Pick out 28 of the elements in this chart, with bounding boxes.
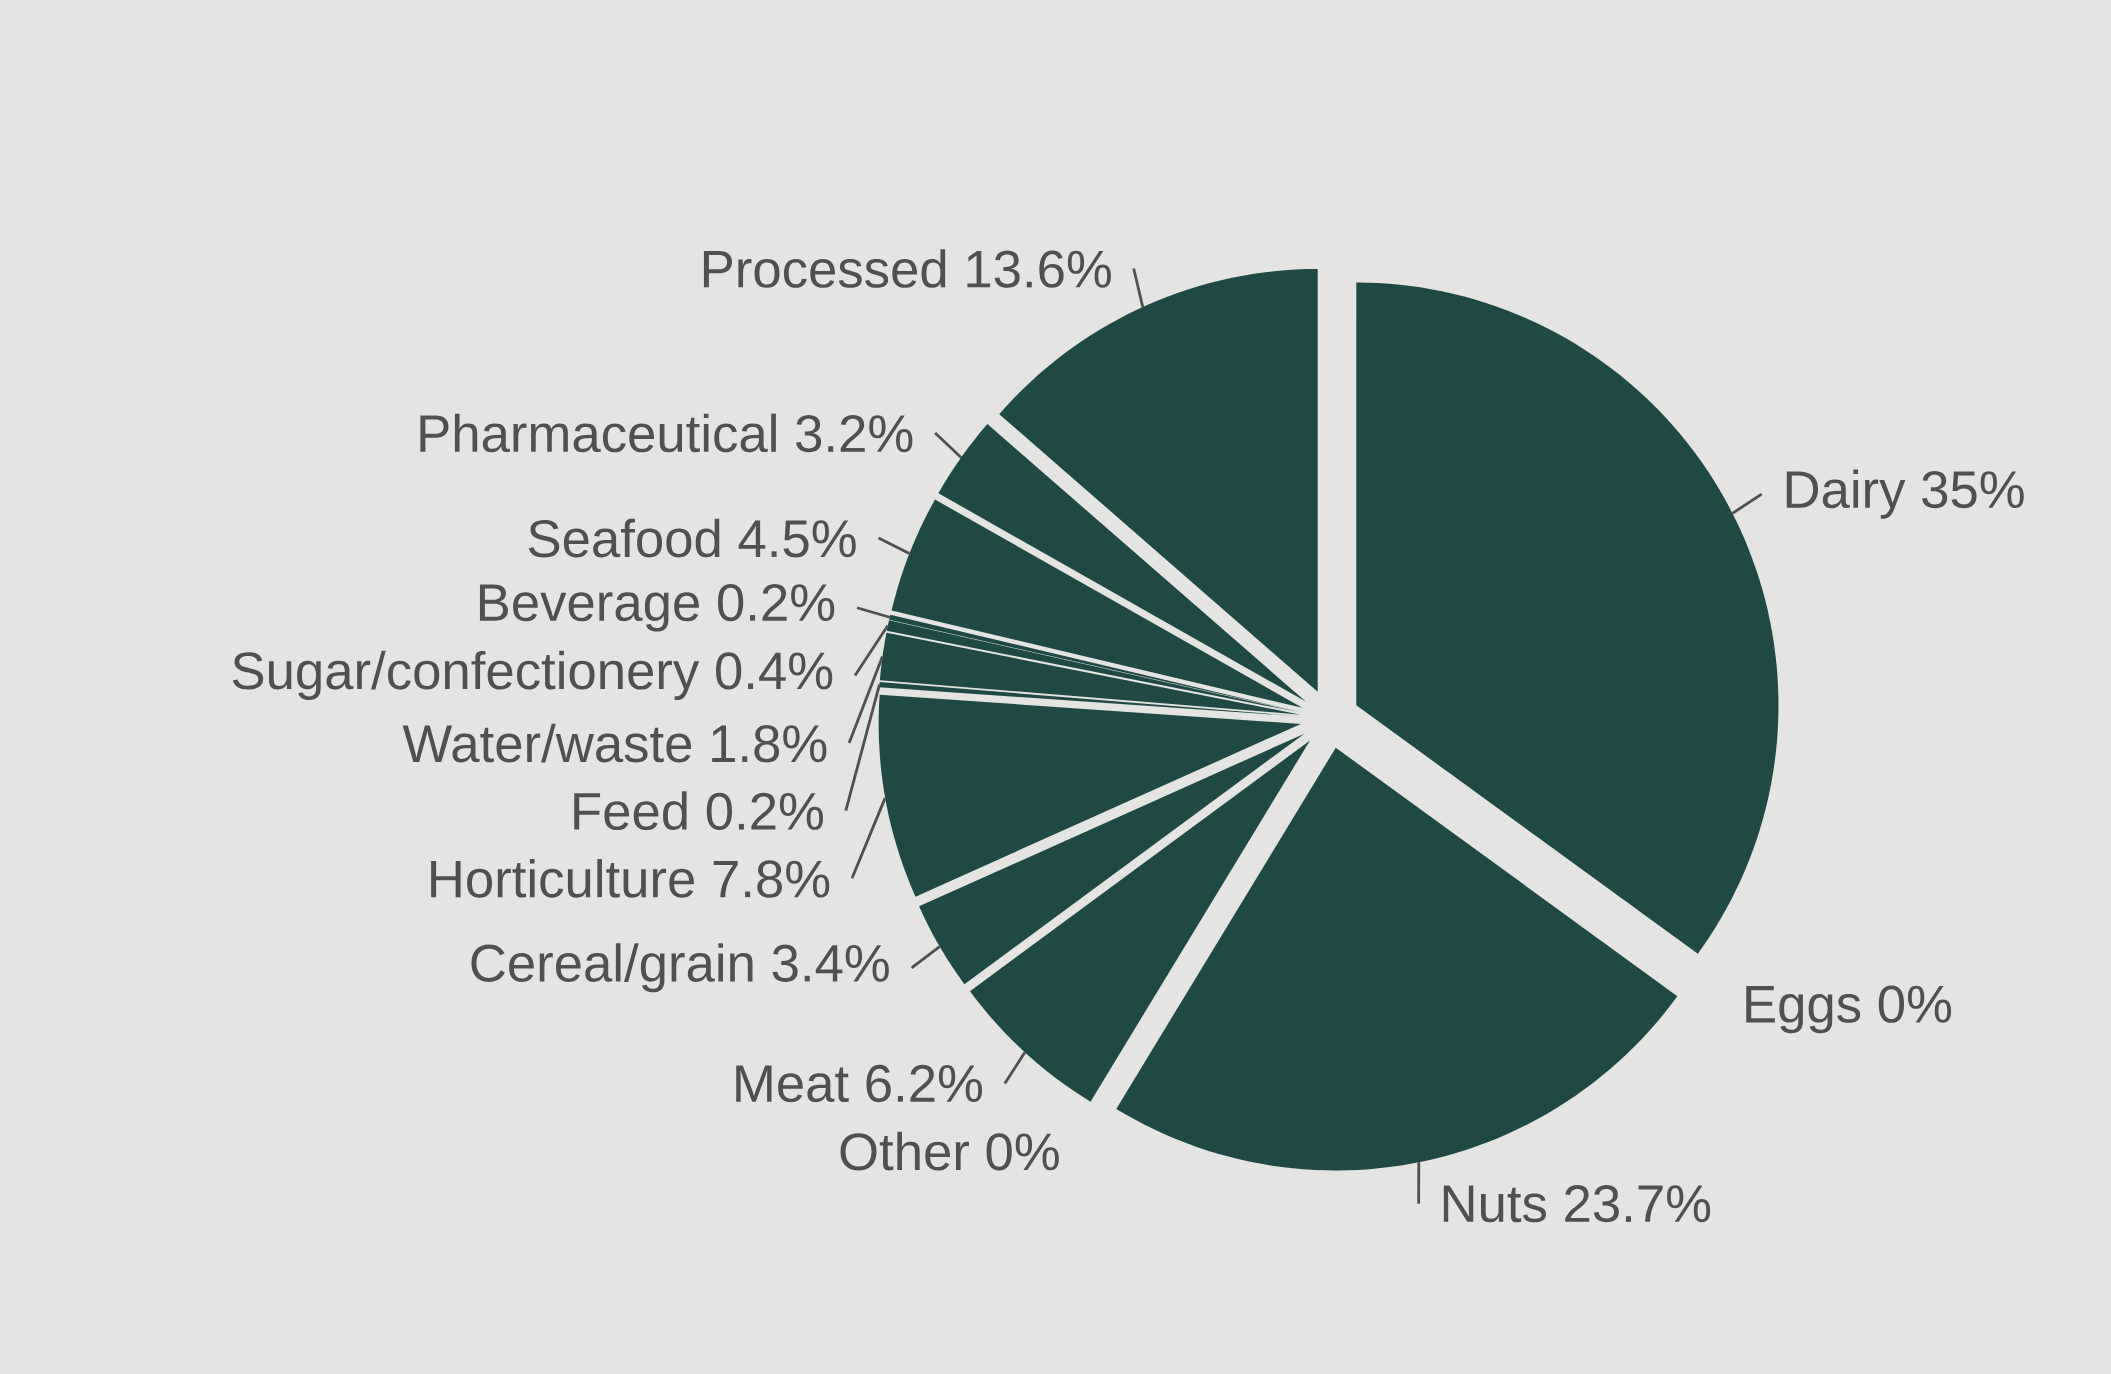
text: 0% bbox=[986, 1133, 1059, 1171]
slice-label: Sugar/confectionery bbox=[232, 650, 700, 700]
data-label: 1.8% bbox=[712, 725, 827, 763]
slice-label: Horticulture bbox=[431, 858, 694, 898]
data-label: 13.6% bbox=[967, 250, 1111, 288]
category-label: Eggs bbox=[1746, 986, 1861, 1034]
slice-label: Nuts bbox=[1443, 1185, 1546, 1223]
data-label: 0.2% bbox=[706, 792, 824, 831]
slice-label: Processed bbox=[703, 249, 946, 288]
data-label: 4.5% bbox=[738, 520, 856, 558]
data-label: 3.2% bbox=[796, 415, 913, 453]
slice-label: Meat bbox=[736, 1065, 849, 1103]
data-label: 0.2% bbox=[718, 583, 835, 622]
text: 0% bbox=[1878, 985, 1952, 1023]
slice-label: Beverage bbox=[479, 584, 699, 632]
data-label: 23.7% bbox=[1565, 1185, 1711, 1223]
data-label: 6.2% bbox=[866, 1064, 983, 1103]
data-label: 35% bbox=[1922, 470, 2024, 509]
slice-label: Seafood bbox=[528, 518, 720, 558]
legend-label: Other bbox=[840, 1131, 969, 1171]
slice-label: Cereal/grain bbox=[471, 943, 753, 993]
slice-label: Water/waste bbox=[402, 723, 692, 763]
slice-label: Pharmaceutical bbox=[420, 413, 776, 453]
data-label: 0.4% bbox=[716, 652, 833, 690]
data-label: 7.8% bbox=[713, 860, 830, 898]
slice-label: Feed bbox=[574, 791, 687, 831]
slice-label: Dairy bbox=[1786, 469, 1906, 519]
data-label: 3.4% bbox=[772, 944, 889, 982]
